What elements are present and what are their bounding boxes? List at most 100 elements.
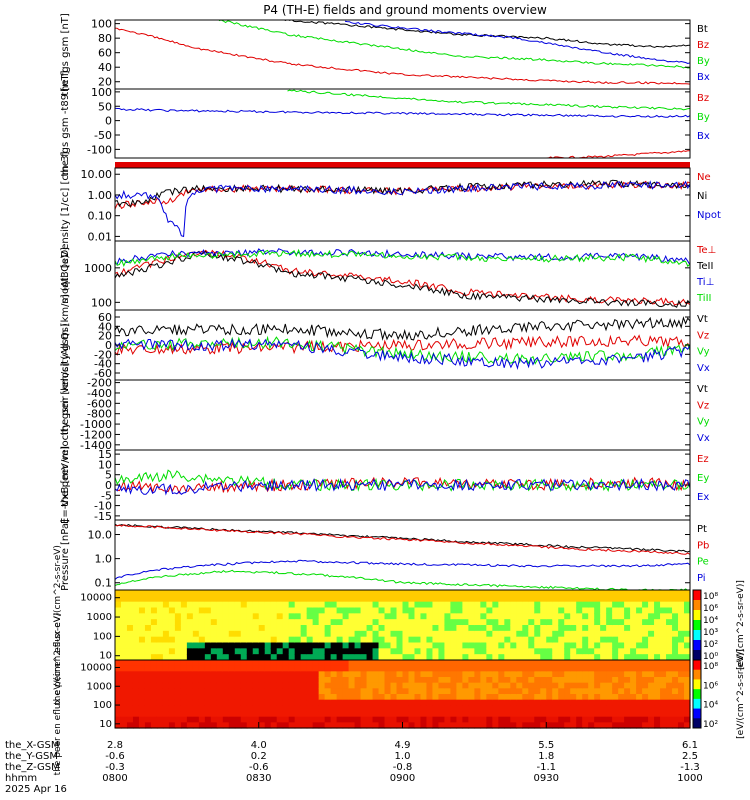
heatmap-cell <box>234 642 242 649</box>
heatmap-cell <box>606 688 613 695</box>
heatmap-cell <box>174 648 182 655</box>
heatmap-cell <box>450 607 458 614</box>
heatmap-cell <box>126 636 134 644</box>
heatmap-cell <box>186 630 194 638</box>
heatmap-cell <box>672 642 679 649</box>
heatmap-cell <box>276 671 284 678</box>
heatmap-cell <box>558 625 565 632</box>
heatmap-cell <box>648 682 655 689</box>
heatmap-cell <box>162 705 170 712</box>
heatmap-cell <box>168 642 176 649</box>
heatmap-cell <box>660 607 667 614</box>
heatmap-cell <box>378 595 386 603</box>
heatmap-cell <box>318 619 326 626</box>
heatmap-cell <box>138 688 146 695</box>
heatmap-cell <box>624 711 631 718</box>
heatmap-cell <box>438 716 446 723</box>
heatmap-cell <box>654 705 661 712</box>
heatmap-cell <box>516 636 523 644</box>
heatmap-cell <box>420 607 428 614</box>
heatmap-cell <box>246 688 254 695</box>
heatmap-cell <box>444 699 452 706</box>
heatmap-cell <box>384 590 392 597</box>
y-tick-label: -40 <box>94 358 112 371</box>
heatmap-cell <box>546 619 553 626</box>
heatmap-cell <box>432 613 440 620</box>
heatmap-cell <box>366 688 374 695</box>
heatmap-cell <box>252 648 260 655</box>
heatmap-cell <box>678 607 685 614</box>
heatmap-cell <box>156 665 164 672</box>
heatmap-cell <box>318 595 326 603</box>
heatmap-cell <box>504 619 511 626</box>
heatmap-cell <box>126 677 134 684</box>
heatmap-cell <box>360 722 368 729</box>
heatmap-cell <box>486 677 493 684</box>
heatmap-cell <box>330 636 338 644</box>
heatmap-cell <box>486 642 493 649</box>
heatmap-cell <box>300 716 308 723</box>
heatmap-cell <box>546 665 553 672</box>
heatmap-cell <box>528 601 535 609</box>
heatmap-cell <box>216 705 224 712</box>
heatmap-cell <box>282 665 290 672</box>
heatmap-cell <box>438 699 446 706</box>
heatmap-cell <box>516 607 523 614</box>
heatmap-cell <box>630 722 637 729</box>
heatmap-cell <box>444 688 452 695</box>
y-tick-label: 20 <box>98 330 112 343</box>
heatmap-cell <box>624 590 631 597</box>
heatmap-cell <box>438 590 446 597</box>
heatmap-cell <box>504 660 511 667</box>
heatmap-cell <box>216 630 224 638</box>
heatmap-cell <box>588 682 595 689</box>
heatmap-cell <box>564 607 571 614</box>
heatmap-cell <box>582 607 589 614</box>
heatmap-cell <box>336 630 344 638</box>
heatmap-cell <box>324 630 332 638</box>
heatmap-cell <box>144 677 152 684</box>
heatmap-cell <box>570 716 577 723</box>
heatmap-cell <box>126 699 134 706</box>
heatmap-cell <box>222 716 230 723</box>
heatmap-cell <box>240 688 248 695</box>
heatmap-cell <box>552 694 559 701</box>
heatmap-cell <box>684 619 691 626</box>
heatmap-cell <box>258 630 266 638</box>
heatmap-cell <box>414 601 422 609</box>
heatmap-cell <box>648 648 655 655</box>
heatmap-cell <box>426 660 434 667</box>
heatmap-cell <box>528 613 535 620</box>
heatmap-cell <box>540 688 547 695</box>
y-tick-label: 40 <box>98 61 112 74</box>
y-tick-label: 0 <box>105 115 112 128</box>
heatmap-cell <box>504 688 511 695</box>
heatmap-cell <box>300 636 308 644</box>
heatmap-cell <box>210 671 218 678</box>
heatmap-cell <box>138 625 146 632</box>
heatmap-cell <box>288 694 296 701</box>
heatmap-cell <box>570 625 577 632</box>
heatmap-cell <box>288 705 296 712</box>
heatmap-cell <box>372 711 380 718</box>
heatmap-cell <box>168 711 176 718</box>
heatmap-cell <box>612 590 619 597</box>
heatmap-cell <box>228 625 236 632</box>
heatmap-cell <box>138 595 146 603</box>
heatmap-cell <box>180 630 188 638</box>
heatmap-cell <box>666 630 673 638</box>
heatmap-cell <box>540 613 547 620</box>
heatmap-cell <box>174 642 182 649</box>
heatmap-cell <box>366 671 374 678</box>
heatmap-cell <box>342 682 350 689</box>
heatmap-cell <box>456 688 463 695</box>
heatmap-cell <box>336 660 344 667</box>
heatmap-cell <box>138 630 146 638</box>
heatmap-cell <box>288 595 296 603</box>
heatmap-cell <box>282 636 290 644</box>
heatmap-cell <box>576 619 583 626</box>
heatmap-cell <box>510 619 517 626</box>
heatmap-cell <box>115 694 122 701</box>
heatmap-cell <box>174 705 182 712</box>
heatmap-cell <box>534 619 541 626</box>
